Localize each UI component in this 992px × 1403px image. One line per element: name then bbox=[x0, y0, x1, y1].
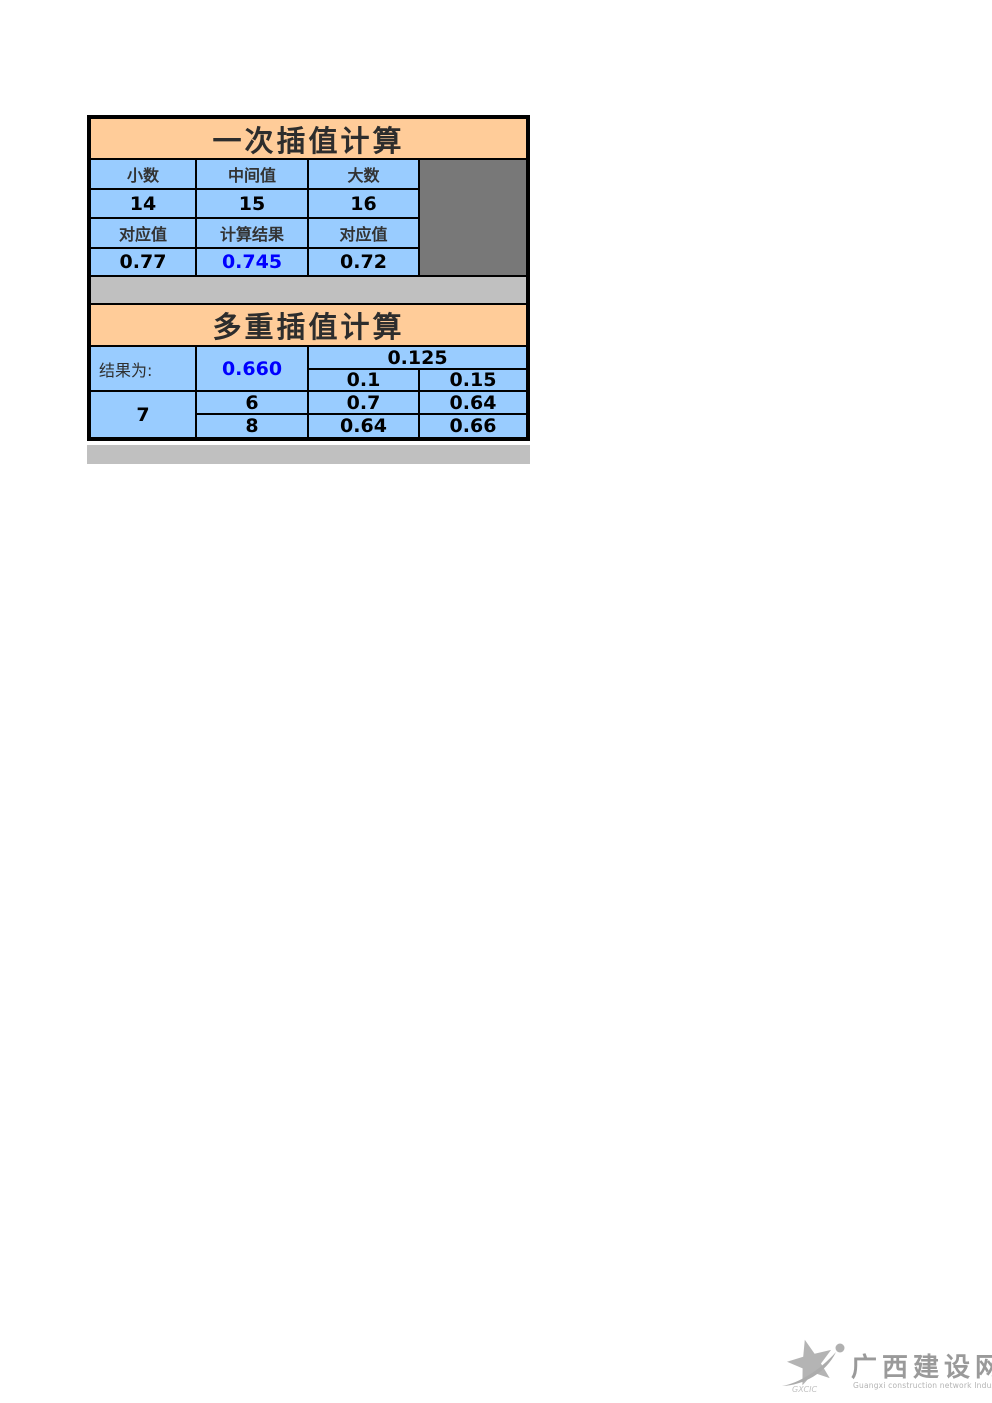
row2-value1: 0.64 bbox=[309, 415, 420, 437]
target-value: 0.125 bbox=[309, 347, 526, 370]
input-large-number: 16 bbox=[309, 190, 420, 219]
table2-grid: 结果为: 0.660 0.125 0.1 0.15 7 6 0.7 0.64 8… bbox=[91, 347, 526, 437]
table2-title: 多重插值计算 bbox=[91, 305, 526, 347]
row1-value2: 0.64 bbox=[420, 392, 526, 415]
column-header-left: 0.1 bbox=[309, 370, 420, 392]
column-header-right: 0.15 bbox=[420, 370, 526, 392]
watermark-site-name: 广西建设网 bbox=[851, 1353, 992, 1383]
label-calculation-result: 计算结果 bbox=[197, 219, 309, 249]
row1-key: 6 bbox=[197, 392, 309, 415]
value-small-corresponding: 0.77 bbox=[91, 249, 197, 277]
input-middle-value: 15 bbox=[197, 190, 309, 219]
interpolation-sheet: 一次插值计算 小数 中间值 大数 14 15 16 对应值 计算结果 对应值 0… bbox=[87, 115, 530, 441]
table1-empty-dark-cell bbox=[420, 160, 526, 277]
label-corresponding-value-left: 对应值 bbox=[91, 219, 197, 249]
value-large-corresponding: 0.72 bbox=[309, 249, 420, 277]
separator-row bbox=[91, 277, 526, 305]
row2-key: 8 bbox=[197, 415, 309, 437]
bottom-separator-bar bbox=[87, 445, 530, 464]
watermark-subtitle: Guangxi construction network Industry Ed… bbox=[853, 1381, 992, 1390]
star-logo-icon: GXCIC bbox=[782, 1339, 845, 1394]
label-corresponding-value-right: 对应值 bbox=[309, 219, 420, 249]
label-small-number: 小数 bbox=[91, 160, 197, 190]
logo-caption: GXCIC bbox=[792, 1385, 817, 1394]
input-small-number: 14 bbox=[91, 190, 197, 219]
result-label: 结果为: bbox=[91, 347, 197, 392]
label-large-number: 大数 bbox=[309, 160, 420, 190]
row1-value1: 0.7 bbox=[309, 392, 420, 415]
label-middle-value: 中间值 bbox=[197, 160, 309, 190]
row-header-value: 7 bbox=[91, 392, 197, 437]
row2-value2: 0.66 bbox=[420, 415, 526, 437]
value-calculated-result: 0.745 bbox=[197, 249, 309, 277]
table1-title: 一次插值计算 bbox=[91, 119, 526, 160]
result-value: 0.660 bbox=[197, 347, 309, 392]
watermark: GXCIC 广西建设网 Guangxi construction network… bbox=[779, 1335, 992, 1399]
table1-grid: 小数 中间值 大数 14 15 16 对应值 计算结果 对应值 0.77 0.7… bbox=[91, 160, 526, 277]
